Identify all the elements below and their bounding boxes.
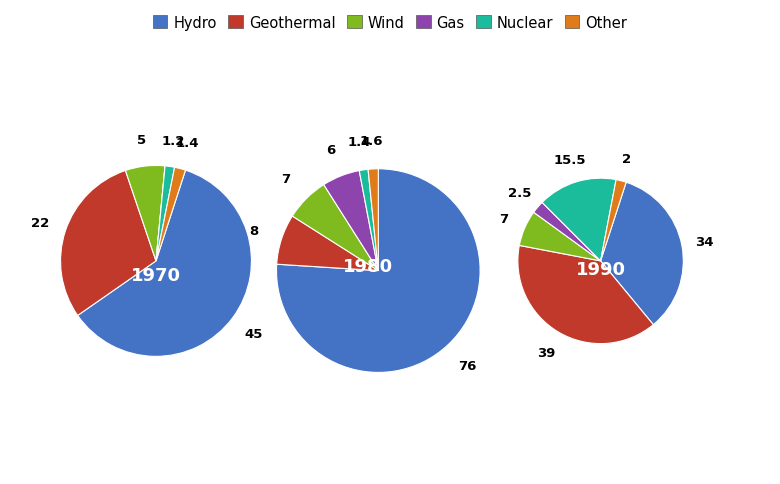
Legend: Hydro, Geothermal, Wind, Gas, Nuclear, Other: Hydro, Geothermal, Wind, Gas, Nuclear, O… bbox=[147, 10, 633, 36]
Wedge shape bbox=[542, 179, 616, 261]
Text: 2.5: 2.5 bbox=[509, 186, 532, 199]
Wedge shape bbox=[519, 213, 601, 261]
Text: 1.2: 1.2 bbox=[162, 134, 186, 147]
Text: 5: 5 bbox=[137, 134, 147, 147]
Wedge shape bbox=[156, 168, 186, 261]
Wedge shape bbox=[78, 171, 251, 357]
Text: 1.6: 1.6 bbox=[360, 135, 384, 148]
Wedge shape bbox=[601, 180, 626, 261]
Wedge shape bbox=[518, 246, 654, 344]
Wedge shape bbox=[156, 166, 175, 261]
Text: 76: 76 bbox=[459, 359, 477, 372]
Wedge shape bbox=[126, 166, 165, 261]
Text: 1970: 1970 bbox=[131, 267, 181, 285]
Wedge shape bbox=[601, 183, 683, 325]
Wedge shape bbox=[368, 169, 378, 271]
Wedge shape bbox=[276, 169, 480, 373]
Text: 8: 8 bbox=[250, 225, 259, 237]
Text: 7: 7 bbox=[282, 173, 291, 185]
Text: 1980: 1980 bbox=[343, 257, 393, 275]
Wedge shape bbox=[61, 171, 156, 316]
Text: 1.4: 1.4 bbox=[175, 137, 199, 150]
Text: 15.5: 15.5 bbox=[553, 154, 586, 167]
Text: 22: 22 bbox=[31, 217, 49, 230]
Text: 7: 7 bbox=[499, 213, 508, 226]
Text: 34: 34 bbox=[695, 235, 714, 248]
Wedge shape bbox=[156, 166, 165, 261]
Wedge shape bbox=[360, 170, 378, 271]
Wedge shape bbox=[277, 217, 378, 271]
Text: 6: 6 bbox=[326, 144, 335, 157]
Text: 1990: 1990 bbox=[576, 260, 626, 279]
Text: 1.4: 1.4 bbox=[348, 136, 371, 149]
Text: 45: 45 bbox=[245, 328, 264, 341]
Wedge shape bbox=[324, 171, 378, 271]
Text: 39: 39 bbox=[537, 346, 556, 359]
Wedge shape bbox=[534, 203, 601, 261]
Text: 2: 2 bbox=[622, 152, 632, 166]
Wedge shape bbox=[292, 185, 378, 271]
